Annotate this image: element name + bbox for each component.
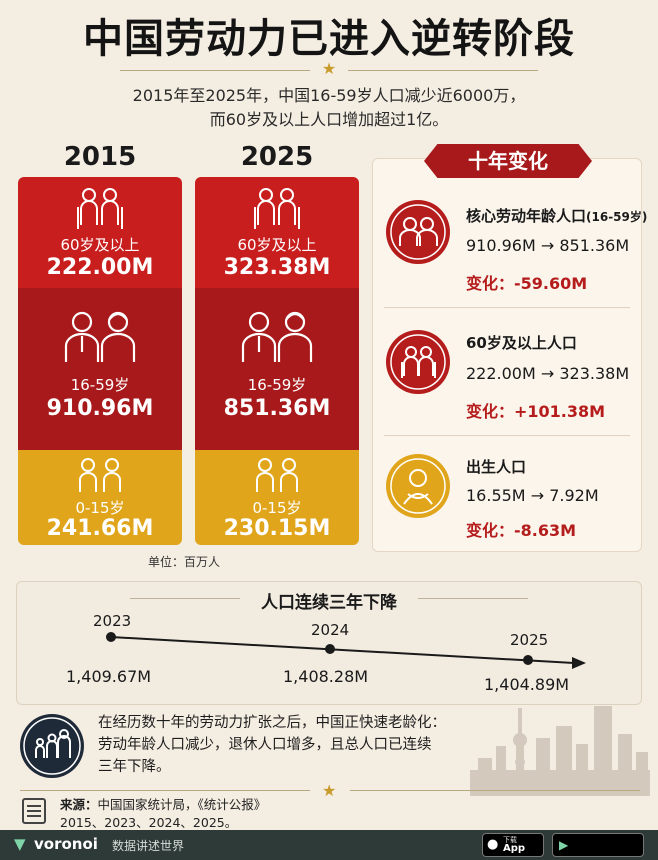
play-icon: ▶ [559,838,569,852]
segment-60-plus-2025: 60岁及以上 323.38M [195,177,359,288]
segment-label: 0-15岁 [252,499,302,517]
segment-0-15-2015: 0-15岁 241.66M [18,450,182,545]
segment-16-59-2025: 16-59岁 851.36M [195,288,359,450]
people-chart-icon [20,714,84,778]
timeline-line [106,632,586,669]
column-2025: 60岁及以上 323.38M 16-59岁 851.36M 0-15岁 230.… [195,177,359,545]
column-2015: 60岁及以上 222.00M 16-59岁 910.96M 0-15岁 241.… [18,177,182,545]
footer-bar: ▼ voronoi 数据讲述世界 ● 下载 App ▶ [0,830,658,860]
segment-value: 241.66M [46,516,154,541]
arrow-icon [572,657,586,669]
brand-name: voronoi [34,835,98,853]
timeline-year: 2024 [311,621,350,639]
segment-label: 0-15岁 [75,499,125,517]
timeline-value: 1,409.67M [66,667,152,686]
panel-divider [384,435,630,436]
change-item-values: 16.55M → 7.92M [466,486,599,505]
star-icon: ★ [321,59,337,78]
elderly-couple-icon [254,188,300,229]
elderly-couple-icon [77,188,123,229]
segment-value: 222.00M [46,255,154,280]
timeline-title: 人口连续三年下降 [261,593,397,613]
skyline-illustration [470,706,650,796]
source-divider [20,790,310,791]
segment-label: 60岁及以上 [60,236,140,254]
timeline-box [16,581,642,705]
elderly-population-icon [386,330,450,394]
year-2025-label: 2025 [240,142,314,172]
conclusion-text: 在经历数十年的劳动力扩张之后，中国正快速老龄化： 劳动年龄人口减少，退休人口增多… [98,715,446,775]
document-icon [22,798,46,824]
timeline-value: 1,404.89M [484,675,570,694]
segment-label: 16-59岁 [70,376,130,394]
timeline-title-rule [130,598,240,599]
working-age-icon [386,200,450,264]
change-item-values: 222.00M → 323.38M [466,364,630,383]
star-icon: ★ [322,781,337,800]
timeline-point [325,644,335,654]
change-item-title: 60岁及以上人口 [466,334,577,352]
newborn-icon [386,454,450,518]
change-item-title: 核心劳动年龄人口(16-59岁) [466,207,648,225]
timeline-point [523,655,533,665]
change-item-values: 910.96M → 851.36M [466,236,630,255]
source-text: 来源：中国国家统计局，《统计公报》 2015、2023、2024、2025。 [60,797,267,830]
segment-label: 60岁及以上 [237,236,317,254]
change-item-delta: 变化：-59.60M [466,274,588,293]
google-play-button[interactable]: ▶ [552,833,644,857]
segment-60-plus-2015: 60岁及以上 222.00M [18,177,182,288]
segment-16-59-2015: 16-59岁 910.96M [18,288,182,450]
timeline-point [106,632,116,642]
unit-note: 单位：百万人 [148,555,221,569]
page-title: 中国劳动力已进入逆转阶段 [83,16,575,62]
year-2015-label: 2015 [63,142,137,172]
working-couple-icon [64,311,136,362]
change-item-delta: 变化：-8.63M [466,521,577,540]
voronoi-logo-icon: ▼ [14,835,26,853]
panel-divider [384,307,630,308]
children-icon [256,458,298,492]
change-item-title: 出生人口 [466,458,527,476]
segment-value: 910.96M [46,396,154,421]
timeline-year: 2023 [93,612,132,630]
segment-label: 16-59岁 [247,376,307,394]
timeline-year: 2025 [510,631,549,649]
segment-value: 230.15M [223,516,331,541]
change-item-delta: 变化：+101.38M [466,402,606,421]
segment-value: 323.38M [223,255,331,280]
title-divider: ★ [120,59,538,78]
subtitle-line-1: 2015年至2025年，中国16-59岁人口减少近6000万， [132,86,526,105]
brand-tagline: 数据讲述世界 [112,839,185,853]
segment-value: 851.36M [223,396,331,421]
segment-0-15-2025: 0-15岁 230.15M [195,450,359,545]
source-divider [350,790,640,791]
working-couple-icon [241,311,313,362]
change-badge: 十年变化 [424,144,592,178]
apple-icon: ● [487,837,499,852]
timeline-title-rule [418,598,528,599]
timeline-value: 1,408.28M [283,667,369,686]
subtitle-line-2: 而60岁及以上人口增加超过1亿。 [209,110,449,129]
app-store-button[interactable]: ● 下载 App [482,833,544,857]
children-icon [79,458,121,492]
